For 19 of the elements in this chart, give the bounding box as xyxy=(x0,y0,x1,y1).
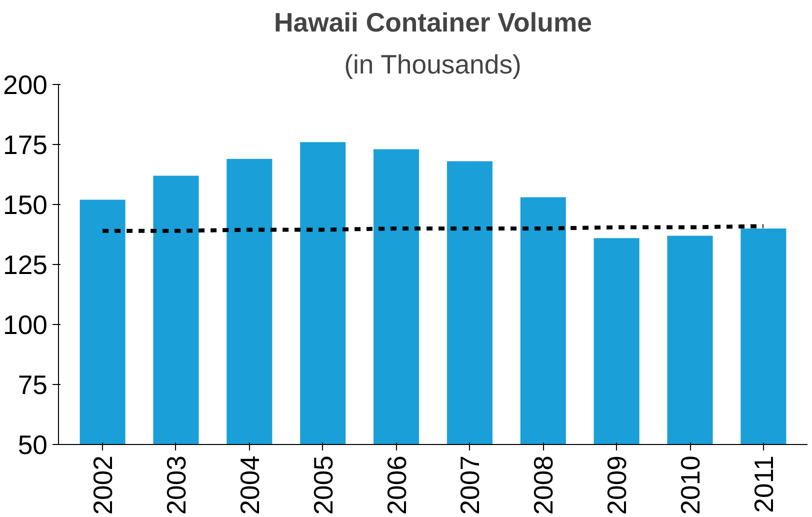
y-tick-label: 200 xyxy=(3,70,48,100)
x-tick-label: 2004 xyxy=(234,455,265,515)
y-tick-label: 125 xyxy=(3,250,48,280)
x-tick-label: 2010 xyxy=(676,455,706,515)
x-tick-label: 2002 xyxy=(88,455,118,515)
x-tick-label: 2005 xyxy=(308,455,338,515)
y-tick-label: 100 xyxy=(3,310,48,340)
y-tick-label: 175 xyxy=(3,130,48,160)
x-tick-label: 2011 xyxy=(748,455,779,513)
x-tick-label: 2009 xyxy=(602,455,632,515)
y-tick-label: 75 xyxy=(18,370,48,400)
x-tick-label: 2007 xyxy=(455,455,486,515)
x-tick-label: 2008 xyxy=(528,455,559,515)
x-tick-label: 2003 xyxy=(161,455,192,515)
chart-subtitle: (in Thousands) xyxy=(344,50,522,80)
y-tick-label: 150 xyxy=(3,190,48,220)
chart-title: Hawaii Container Volume xyxy=(274,8,592,38)
y-tick-label: 50 xyxy=(18,430,48,460)
x-tick-label: 2006 xyxy=(382,455,412,515)
